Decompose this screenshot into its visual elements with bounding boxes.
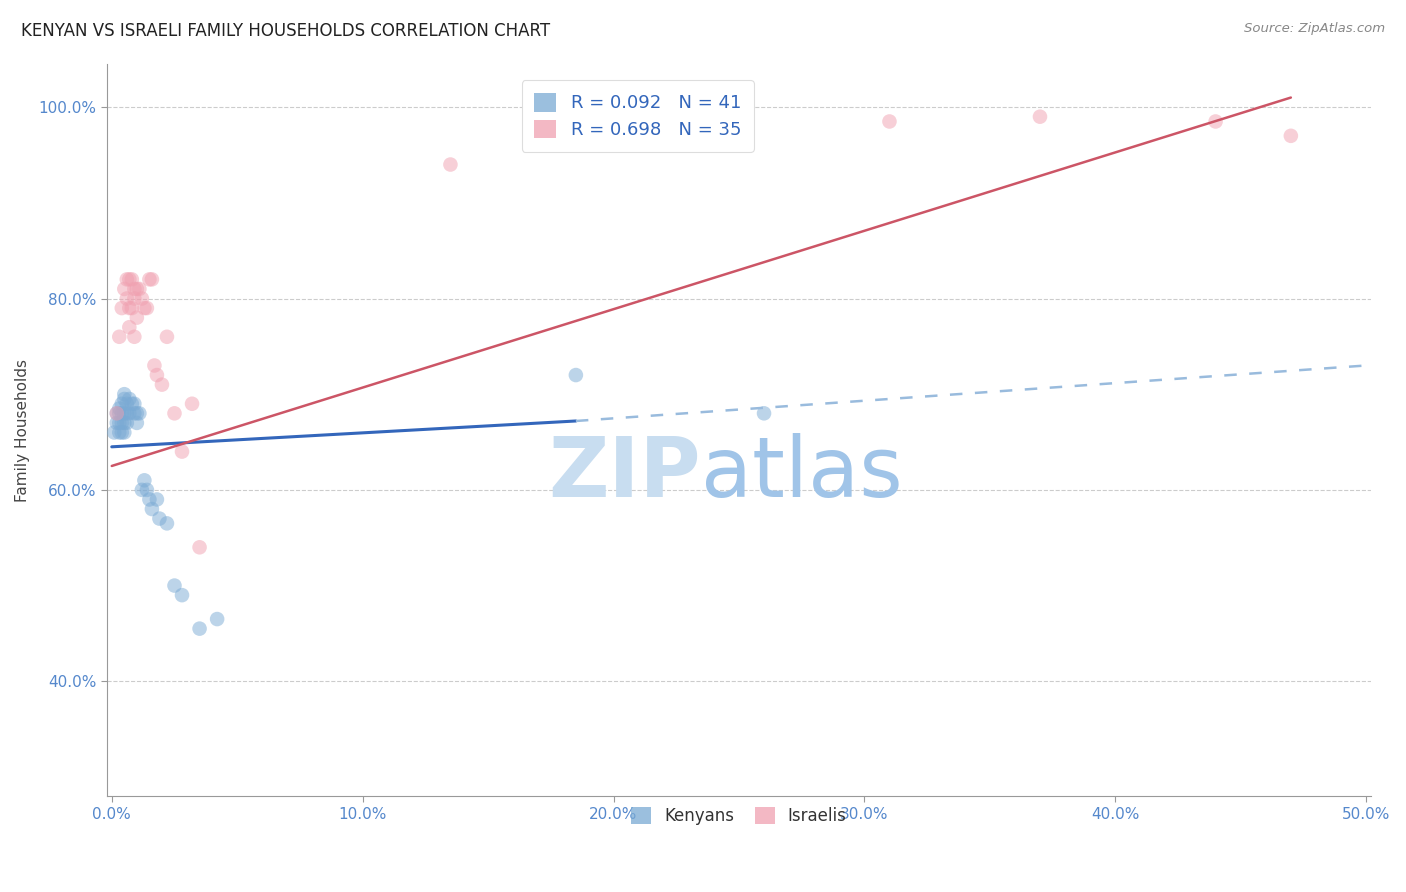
Point — [125, 416, 148, 430]
Point — [135, 483, 157, 497]
Point — [134, 473, 156, 487]
Point — [128, 406, 150, 420]
Point — [112, 392, 135, 406]
Point — [111, 416, 134, 430]
Point — [148, 511, 170, 525]
Point — [121, 301, 143, 315]
Point — [146, 368, 169, 382]
Point — [108, 416, 131, 430]
Point — [125, 406, 148, 420]
Point — [115, 406, 138, 420]
Point — [118, 272, 141, 286]
Point — [124, 330, 146, 344]
Text: Source: ZipAtlas.com: Source: ZipAtlas.com — [1244, 22, 1385, 36]
Point — [111, 406, 134, 420]
Point — [103, 425, 125, 440]
Point — [150, 377, 173, 392]
Point — [439, 157, 461, 171]
Point — [105, 406, 128, 420]
Point — [131, 483, 153, 497]
Point — [108, 425, 131, 440]
Point — [118, 301, 141, 315]
Point — [108, 406, 131, 420]
Point — [105, 406, 128, 420]
Point — [118, 392, 141, 406]
Point — [111, 301, 134, 315]
Point — [188, 541, 211, 555]
Legend: Kenyans, Israelis: Kenyans, Israelis — [621, 797, 856, 835]
Point — [143, 359, 166, 373]
Point — [115, 292, 138, 306]
Point — [752, 406, 775, 420]
Point — [1029, 110, 1052, 124]
Point — [163, 406, 186, 420]
Point — [170, 444, 193, 458]
Point — [156, 330, 179, 344]
Point — [138, 492, 160, 507]
Point — [111, 397, 134, 411]
Point — [105, 416, 128, 430]
Text: ZIP: ZIP — [548, 434, 702, 515]
Point — [124, 292, 146, 306]
Point — [134, 301, 156, 315]
Point — [118, 406, 141, 420]
Point — [188, 622, 211, 636]
Point — [115, 272, 138, 286]
Point — [112, 406, 135, 420]
Point — [118, 320, 141, 334]
Point — [879, 114, 901, 128]
Point — [112, 425, 135, 440]
Point — [1205, 114, 1227, 128]
Point — [163, 578, 186, 592]
Point — [205, 612, 228, 626]
Y-axis label: Family Households: Family Households — [15, 359, 30, 501]
Text: atlas: atlas — [702, 434, 903, 515]
Point — [138, 272, 160, 286]
Point — [565, 368, 588, 382]
Point — [108, 401, 131, 416]
Point — [124, 282, 146, 296]
Point — [124, 406, 146, 420]
Point — [1279, 128, 1302, 143]
Point — [108, 330, 131, 344]
Point — [141, 272, 163, 286]
Point — [111, 425, 134, 440]
Point — [170, 588, 193, 602]
Point — [146, 492, 169, 507]
Point — [112, 282, 135, 296]
Point — [131, 292, 153, 306]
Point — [125, 310, 148, 325]
Point — [115, 416, 138, 430]
Point — [141, 502, 163, 516]
Point — [125, 282, 148, 296]
Point — [181, 397, 204, 411]
Point — [115, 397, 138, 411]
Point — [112, 416, 135, 430]
Point — [121, 397, 143, 411]
Point — [156, 516, 179, 531]
Point — [135, 301, 157, 315]
Point — [112, 387, 135, 401]
Point — [124, 397, 146, 411]
Text: KENYAN VS ISRAELI FAMILY HOUSEHOLDS CORRELATION CHART: KENYAN VS ISRAELI FAMILY HOUSEHOLDS CORR… — [21, 22, 550, 40]
Point — [128, 282, 150, 296]
Point — [121, 272, 143, 286]
